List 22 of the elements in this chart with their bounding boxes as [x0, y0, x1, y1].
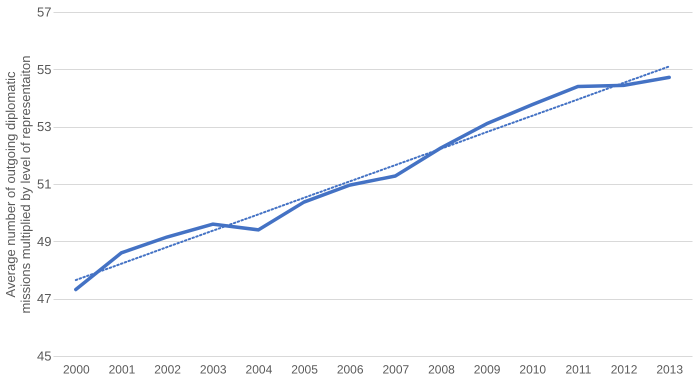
- x-tick-label: 2003: [200, 362, 227, 376]
- x-tick-label: 2008: [428, 362, 456, 376]
- y-tick-label: 57: [37, 4, 52, 20]
- x-tick-label: 2006: [336, 362, 364, 376]
- x-tick-label: 2004: [246, 362, 273, 376]
- y-axis-title: Average number of outgoing diplomatic missions multiplied by level of representaiton: [3, 56, 34, 314]
- x-tick-label: 2010: [519, 362, 546, 376]
- x-tick-label: 2013: [656, 362, 684, 376]
- x-tick-label: 2007: [382, 362, 410, 376]
- x-tick-label: 2011: [565, 362, 592, 376]
- x-tick-label: 2000: [62, 362, 90, 376]
- y-tick-label: 47: [37, 291, 52, 306]
- x-tick-label: 2012: [610, 362, 638, 376]
- y-tick-label: 49: [37, 234, 52, 249]
- y-tick-label: 55: [37, 62, 52, 77]
- x-tick-label: 2005: [291, 362, 318, 376]
- y-tick-label: 53: [37, 119, 52, 134]
- x-tick-label: 2001: [108, 362, 136, 376]
- x-tick-label: 2002: [154, 362, 182, 376]
- x-tick-label: 2009: [474, 362, 501, 376]
- y-tick-label: 51: [37, 176, 52, 192]
- y-tick-label: 45: [37, 348, 52, 364]
